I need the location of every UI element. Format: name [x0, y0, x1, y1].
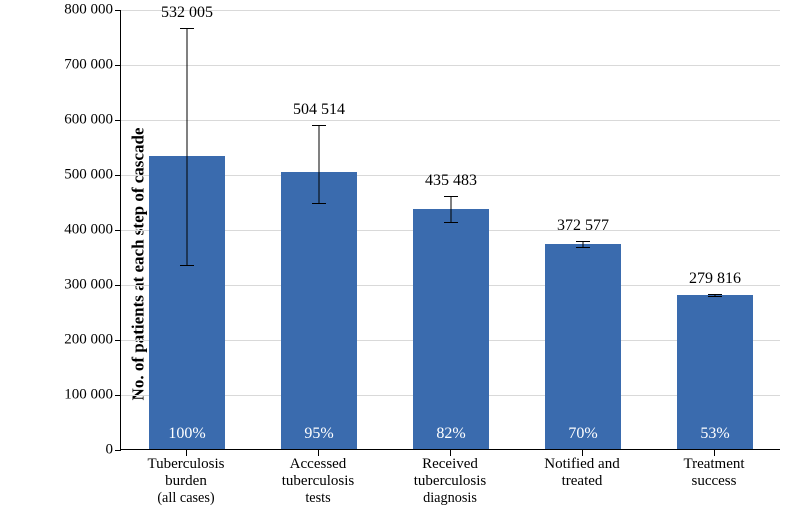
x-category-label: Treatmentsuccess	[648, 456, 780, 490]
y-tick-label: 400 000	[64, 222, 121, 239]
cascade-bar-chart: No. of patients at each step of cascade …	[0, 0, 793, 527]
y-tick-label: 300 000	[64, 277, 121, 294]
y-tick-label: 700 000	[64, 57, 121, 74]
bar-pct-label: 100%	[149, 425, 226, 443]
bar-pct-label: 82%	[413, 425, 490, 443]
error-bar	[318, 125, 319, 203]
error-cap	[576, 247, 590, 248]
bar: 82%435 483	[413, 209, 490, 449]
error-bar	[186, 28, 187, 265]
error-cap	[312, 203, 326, 204]
error-cap	[180, 28, 194, 29]
error-cap	[444, 222, 458, 223]
x-category-label: Receivedtuberculosisdiagnosis	[384, 456, 516, 507]
error-bar	[450, 196, 451, 222]
error-cap	[708, 296, 722, 297]
bar-value-label: 279 816	[635, 270, 793, 288]
y-tick-label: 500 000	[64, 167, 121, 184]
bar-pct-label: 70%	[545, 425, 622, 443]
bar-value-label: 504 514	[239, 101, 399, 119]
y-tick-label: 100 000	[64, 387, 121, 404]
bar: 95%504 514	[281, 172, 358, 449]
x-category-label: Accessedtuberculosistests	[252, 456, 384, 507]
bar-pct-label: 95%	[281, 425, 358, 443]
gridline	[121, 120, 780, 121]
y-tick-label: 200 000	[64, 332, 121, 349]
bar-value-label: 435 483	[371, 172, 531, 190]
error-cap	[444, 196, 458, 197]
gridline	[121, 65, 780, 66]
bar: 70%372 577	[545, 244, 622, 449]
error-cap	[708, 294, 722, 295]
y-tick-label: 0	[106, 442, 122, 459]
plot-area: 0100 000200 000300 000400 000500 000600 …	[120, 10, 780, 450]
error-cap	[180, 265, 194, 266]
bar-value-label: 532 005	[107, 4, 267, 22]
error-cap	[312, 125, 326, 126]
bar-value-label: 372 577	[503, 217, 663, 235]
y-tick-label: 600 000	[64, 112, 121, 129]
bar: 100%532 005	[149, 156, 226, 449]
x-category-label: Notified andtreated	[516, 456, 648, 490]
x-category-label: Tuberculosisburden(all cases)	[120, 456, 252, 507]
bar-pct-label: 53%	[677, 425, 754, 443]
error-cap	[576, 241, 590, 242]
bar: 53%279 816	[677, 295, 754, 449]
